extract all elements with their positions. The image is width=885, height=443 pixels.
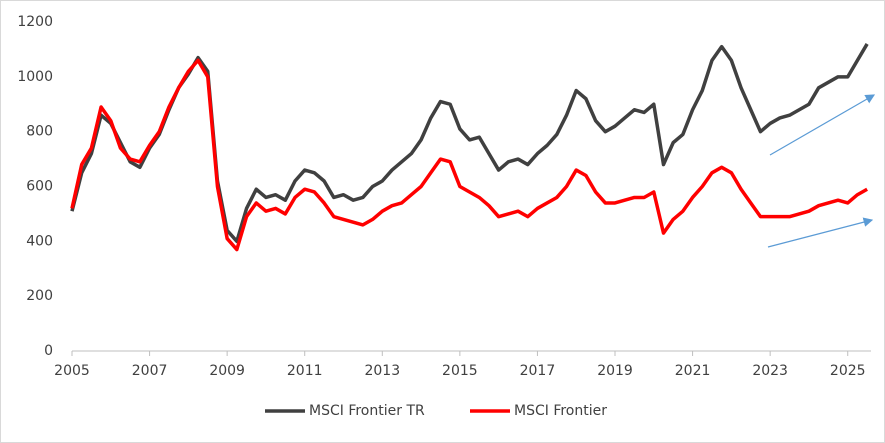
x-tick-label: 2005: [54, 363, 90, 379]
x-tick-label: 2013: [364, 363, 400, 379]
annotation-arrow: [769, 94, 876, 156]
x-tick-label: 2009: [209, 363, 245, 379]
y-tick-label: 0: [44, 343, 53, 359]
series-line: [70, 58, 868, 252]
x-tick-label: 2011: [287, 363, 323, 379]
series-line: [70, 43, 869, 244]
x-tick-label: 2025: [830, 363, 866, 379]
x-tick-label: 2019: [597, 363, 633, 379]
y-tick-label: 1000: [17, 69, 53, 85]
y-tick-label: 600: [26, 179, 53, 195]
annotation-arrow: [767, 217, 874, 248]
y-tick-label: 400: [26, 233, 53, 249]
x-tick-label: 2021: [675, 363, 711, 379]
y-tick-label: 1200: [17, 14, 53, 30]
x-tick-label: 2015: [442, 363, 478, 379]
x-tick-label: 2023: [752, 363, 788, 379]
legend-label: MSCI Frontier: [514, 403, 607, 419]
x-tick-label: 2017: [520, 363, 556, 379]
legend-label: MSCI Frontier TR: [309, 403, 425, 419]
y-tick-label: 200: [26, 288, 53, 304]
y-tick-label: 800: [26, 124, 53, 140]
x-tick-label: 2007: [132, 363, 168, 379]
